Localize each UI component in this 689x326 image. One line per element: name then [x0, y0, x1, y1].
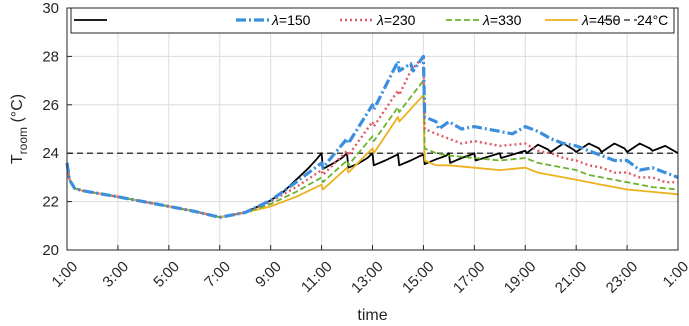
x-tick-label: 21:00 — [552, 258, 591, 297]
x-tick-label: 11:00 — [298, 258, 336, 296]
legend-label: λ=230 — [376, 12, 416, 28]
x-axis-label: time — [357, 307, 387, 324]
x-tick-label: 17:00 — [450, 258, 489, 297]
y-tick-label: 30 — [42, 0, 59, 17]
y-tick-label: 24 — [42, 145, 59, 162]
x-tick-label: 15:00 — [399, 258, 438, 297]
x-tick-label: 19:00 — [501, 258, 540, 297]
x-tick-label: 1:00 — [49, 258, 82, 291]
x-tick-labels: 1:00 3:00 5:00 7:00 9:00 11:00 13:00 15:00 17:00… — [49, 245, 689, 297]
y-axis-label: Troom (°C) — [9, 94, 30, 164]
y-tick-label: 28 — [42, 48, 59, 65]
x-tick-label: 1:00 — [660, 258, 689, 291]
series-lines — [65, 54, 679, 219]
legend-label: λ=330 — [482, 12, 522, 28]
legend-label: λ=150 — [271, 12, 311, 28]
x-tick-label: 7:00 — [201, 258, 234, 291]
legend-label: 24°C — [637, 12, 668, 28]
x-tick-label: 5:00 — [150, 258, 183, 291]
grid-lines — [66, 7, 679, 251]
x-tick-label: 9:00 — [252, 258, 285, 291]
y-tick-label: 26 — [42, 97, 59, 114]
y-tick-label: 20 — [42, 242, 59, 259]
x-tick-label: 3:00 — [99, 258, 132, 291]
legend: λ=150 λ=230 λ=330 λ=450 24°C — [70, 7, 675, 34]
series-line — [65, 55, 678, 219]
x-tick-label: 23:00 — [603, 258, 642, 297]
y-tick-labels: 20 22 24 26 28 30 — [42, 0, 72, 259]
y-tick-label: 22 — [42, 194, 59, 211]
x-tick-label: 13:00 — [348, 258, 387, 297]
series-line — [65, 54, 679, 219]
